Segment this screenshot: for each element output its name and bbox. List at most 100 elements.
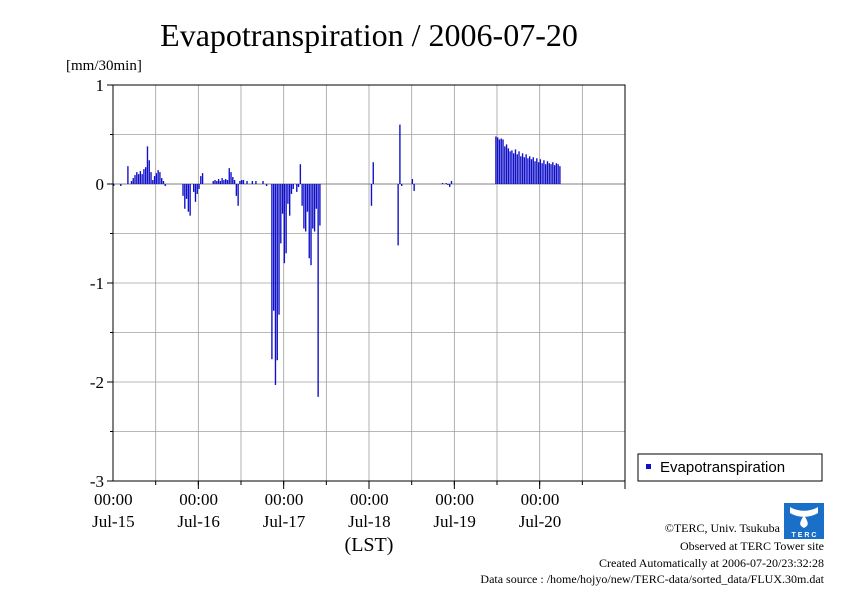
data-bar [283,184,286,264]
data-bar [143,169,145,184]
data-bar [397,184,399,246]
data-bar [450,181,453,184]
data-bar [189,184,191,216]
data-bar [232,177,234,184]
data-bar [445,183,447,185]
x-tick-date-label: Jul-17 [263,512,306,531]
data-bar [548,163,550,184]
data-bar [447,184,449,185]
data-bar [449,184,451,187]
x-tick-date-label: Jul-15 [92,512,135,531]
data-bar [184,184,186,209]
data-bar [219,181,222,184]
data-bar [289,184,291,216]
y-tick-label: -2 [90,373,104,392]
data-bar [495,136,497,184]
data-bar [212,181,214,184]
data-bar [552,162,554,184]
data-bar [148,160,150,184]
data-bar [502,139,504,184]
data-bar [196,184,198,194]
data-bar [513,153,515,184]
data-bar [153,176,156,184]
data-bar [509,151,511,184]
data-bar [521,153,524,184]
data-bar [537,162,540,184]
data-bar [155,173,158,184]
data-bar [546,161,549,184]
data-bar [559,166,561,184]
data-bar [278,184,280,315]
data-bar [145,167,147,184]
data-bar [319,184,321,226]
data-bar [150,172,152,184]
data-bar [299,164,302,184]
data-bar [164,184,166,186]
data-bar [217,179,220,184]
data-bar [525,154,527,184]
data-bar [372,162,374,184]
data-bar [262,181,264,184]
data-bar [534,161,536,184]
data-bar [280,184,282,244]
data-bar [113,184,115,186]
logo-wave-shape [790,507,818,517]
data-bar [497,137,499,184]
data-bar [507,148,510,184]
data-bar [161,178,163,184]
y-tick-label: 0 [96,175,105,194]
data-bar [136,172,138,184]
data-bar [308,184,310,259]
logo-text: T E R C [792,532,817,539]
y-tick-label: 1 [96,76,105,95]
data-bar [498,139,501,184]
data-bar [287,184,289,204]
data-bar [132,178,134,184]
data-bar [301,184,303,206]
data-bar [223,180,225,184]
data-bar [265,184,268,186]
data-bar [241,180,243,184]
data-bar [411,179,414,184]
footer: ©TERC, Univ. Tsukuba Observed at TERC To… [480,521,824,586]
data-bar [228,168,230,184]
data-bar [193,184,195,192]
x-axis-label: (LST) [345,534,394,556]
copyright-text: ©TERC, Univ. Tsukuba [665,521,781,535]
data-bar [281,184,284,214]
data-bar [523,157,526,184]
created-text: Created Automatically at 2006-07-20/23:3… [599,556,824,570]
data-bar [315,184,318,209]
x-tick-time-label: 00:00 [179,490,218,509]
data-bar [201,173,204,184]
data-bar [370,184,373,206]
data-bar [221,178,223,184]
data-bar [237,184,239,206]
data-bar [187,184,190,212]
data-bar [505,144,508,184]
data-bar [198,184,200,189]
data-bar [194,184,197,202]
data-bar [292,184,294,189]
chart-title: Evapotranspiration / 2006-07-20 [160,17,578,53]
data-bar [137,174,140,184]
data-bar [541,163,543,184]
legend-box [637,453,823,482]
data-bar [162,181,165,184]
data-bar [127,166,129,184]
data-bar [514,149,517,184]
data-bar [532,157,534,184]
data-bar [441,183,444,185]
data-bar [516,154,518,184]
data-bar [399,124,401,184]
data-bar [230,172,232,184]
data-bar [543,160,545,184]
data-bar [305,184,307,232]
x-tick-date-label: Jul-16 [177,512,220,531]
data-bar [214,180,216,184]
data-bar [303,184,305,229]
data-bar [273,184,275,311]
data-bar [216,181,218,184]
data-bar [159,172,161,184]
data-bar [553,165,556,184]
